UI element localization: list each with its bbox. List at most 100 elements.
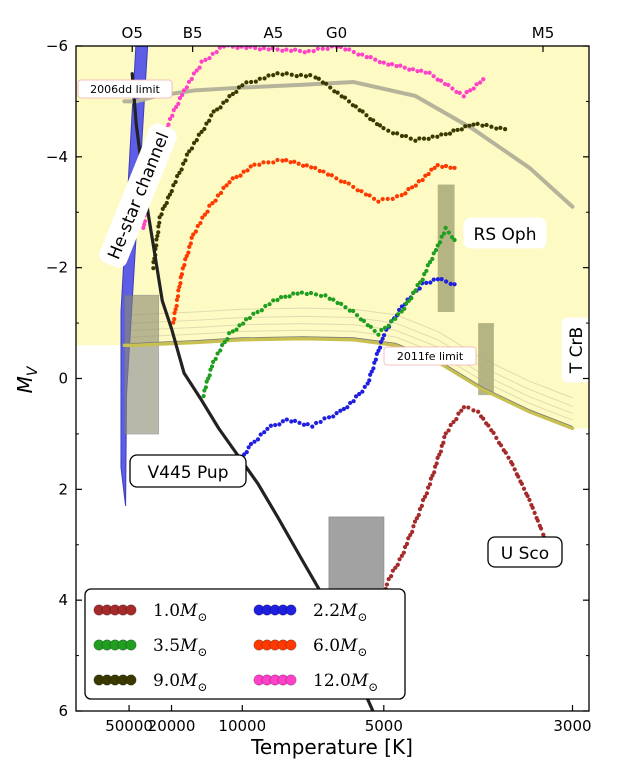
series-point [347, 47, 352, 52]
series-point [461, 405, 467, 410]
series-point [357, 391, 362, 397]
legend-unit: M [339, 636, 358, 656]
y-axis: −6 −4 −2 0 2 4 6 [46, 37, 589, 720]
series-point [215, 193, 221, 198]
series-point [184, 85, 189, 90]
x-tick-label: 5000 [365, 717, 403, 735]
series-point [351, 184, 356, 190]
series-point [354, 313, 360, 318]
series-point [214, 49, 219, 55]
series-point [189, 235, 194, 240]
series-point [284, 47, 289, 52]
series-point [169, 188, 174, 194]
series-point [177, 284, 182, 289]
series-point [459, 127, 464, 132]
series-point [428, 476, 434, 481]
t-crb-region [478, 323, 494, 396]
series-point [334, 410, 339, 416]
series-point [221, 185, 226, 190]
series-point [415, 283, 420, 288]
series-point [271, 72, 276, 78]
series-point [164, 200, 169, 206]
series-point [424, 491, 430, 496]
series-point [339, 301, 344, 306]
series-point [259, 308, 264, 313]
series-point [426, 171, 431, 177]
series-point [451, 419, 456, 425]
series-point [263, 303, 268, 309]
series-point [365, 323, 370, 328]
legend-mass: 9.0 [153, 671, 180, 691]
series-9 [151, 71, 508, 271]
series-point [237, 323, 242, 328]
series-point [454, 416, 459, 422]
series-point [174, 303, 179, 309]
series-point [306, 48, 311, 54]
series-point [176, 288, 181, 293]
series-point [448, 281, 453, 287]
series-point [181, 161, 186, 166]
series-point [248, 46, 253, 49]
series-point [293, 47, 298, 52]
series-point [257, 76, 262, 81]
y-axis-title: MV [13, 365, 41, 393]
series-point [471, 408, 476, 413]
series-point [347, 308, 352, 313]
series-point [418, 280, 423, 285]
series-point [506, 455, 511, 460]
series-point [177, 96, 182, 101]
series-point [275, 297, 280, 303]
series-point [313, 420, 319, 426]
y-tick-label: −2 [46, 259, 68, 277]
series-point [266, 47, 271, 52]
legend-marker [285, 674, 297, 686]
series-point [167, 192, 173, 197]
series-point [204, 379, 209, 384]
y-tick-label: 4 [58, 591, 68, 609]
series-point [318, 419, 323, 425]
series-point [384, 582, 390, 587]
series-point [364, 54, 369, 60]
series-point [186, 79, 192, 85]
series-point [253, 46, 258, 51]
series-point [284, 417, 289, 422]
series-point [251, 311, 256, 316]
series-point [162, 203, 167, 209]
y-tick-label: −4 [46, 148, 68, 166]
series-point [202, 388, 207, 393]
series-point [367, 378, 372, 383]
series-point [178, 281, 183, 286]
u-sco-label: U Sco [501, 544, 549, 564]
series-point [367, 193, 372, 198]
series-point [519, 481, 524, 486]
series-point [386, 62, 391, 67]
series-point [411, 524, 416, 529]
top-tick-label: B5 [183, 24, 203, 42]
series-point [156, 230, 161, 235]
series-point [218, 190, 224, 196]
series-point [308, 290, 314, 296]
series-point [368, 372, 373, 377]
series-point [452, 165, 457, 171]
series-point [459, 408, 464, 413]
series-point [390, 131, 396, 136]
series-point [222, 339, 227, 345]
series-point [437, 240, 443, 245]
series-point [425, 263, 430, 268]
series-point [205, 209, 210, 214]
series-point [456, 411, 461, 416]
series-point [430, 473, 435, 478]
series-point [422, 271, 427, 277]
series-point [380, 196, 385, 202]
series-point [175, 294, 181, 299]
y-tick-label: −6 [46, 37, 68, 55]
series-point [450, 86, 455, 91]
series-point [376, 199, 381, 204]
series-point [463, 124, 468, 129]
series-point [303, 74, 309, 79]
series-point [201, 394, 206, 399]
series-point [389, 574, 394, 579]
legend-label: 3.5M⊙ [153, 636, 208, 659]
series-point [210, 51, 215, 56]
series-point [203, 385, 209, 390]
